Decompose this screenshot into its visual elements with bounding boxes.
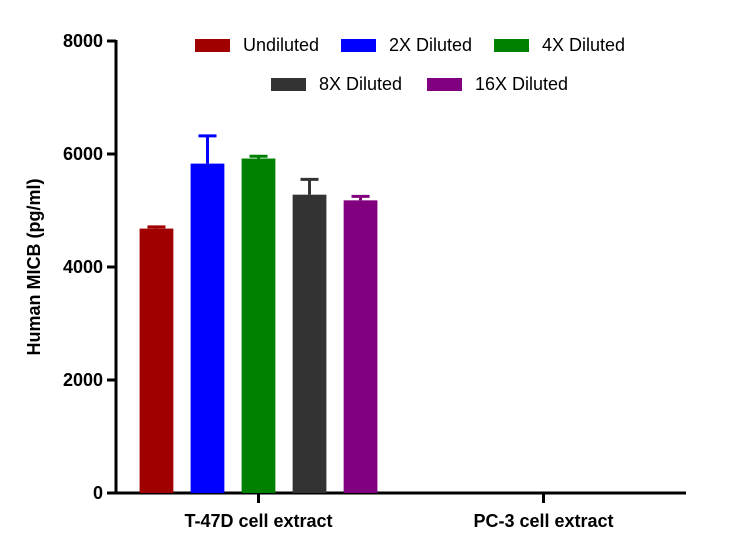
legend-label: 8X Diluted [319, 74, 402, 94]
legend-label: Undiluted [243, 35, 319, 55]
bar [241, 158, 276, 493]
bar [343, 200, 378, 493]
bar [139, 228, 174, 493]
legend-swatch [427, 78, 462, 91]
y-tick-label: 0 [93, 483, 103, 503]
x-category-label: T-47D cell extract [184, 511, 332, 531]
bar [190, 163, 225, 494]
legend-label: 16X Diluted [475, 74, 568, 94]
y-tick-label: 8000 [63, 31, 103, 51]
x-category-label: PC-3 cell extract [473, 511, 613, 531]
y-axis-title: Human MICB (pg/ml) [24, 179, 44, 356]
legend-swatch [341, 39, 376, 52]
legend-label: 2X Diluted [389, 35, 472, 55]
bar [292, 194, 327, 493]
legend-label: 4X Diluted [542, 35, 625, 55]
legend-swatch [271, 78, 306, 91]
y-tick-label: 6000 [63, 144, 103, 164]
legend-swatch [195, 39, 230, 52]
y-tick-label: 2000 [63, 370, 103, 390]
legend-swatch [494, 39, 529, 52]
y-tick-label: 4000 [63, 257, 103, 277]
